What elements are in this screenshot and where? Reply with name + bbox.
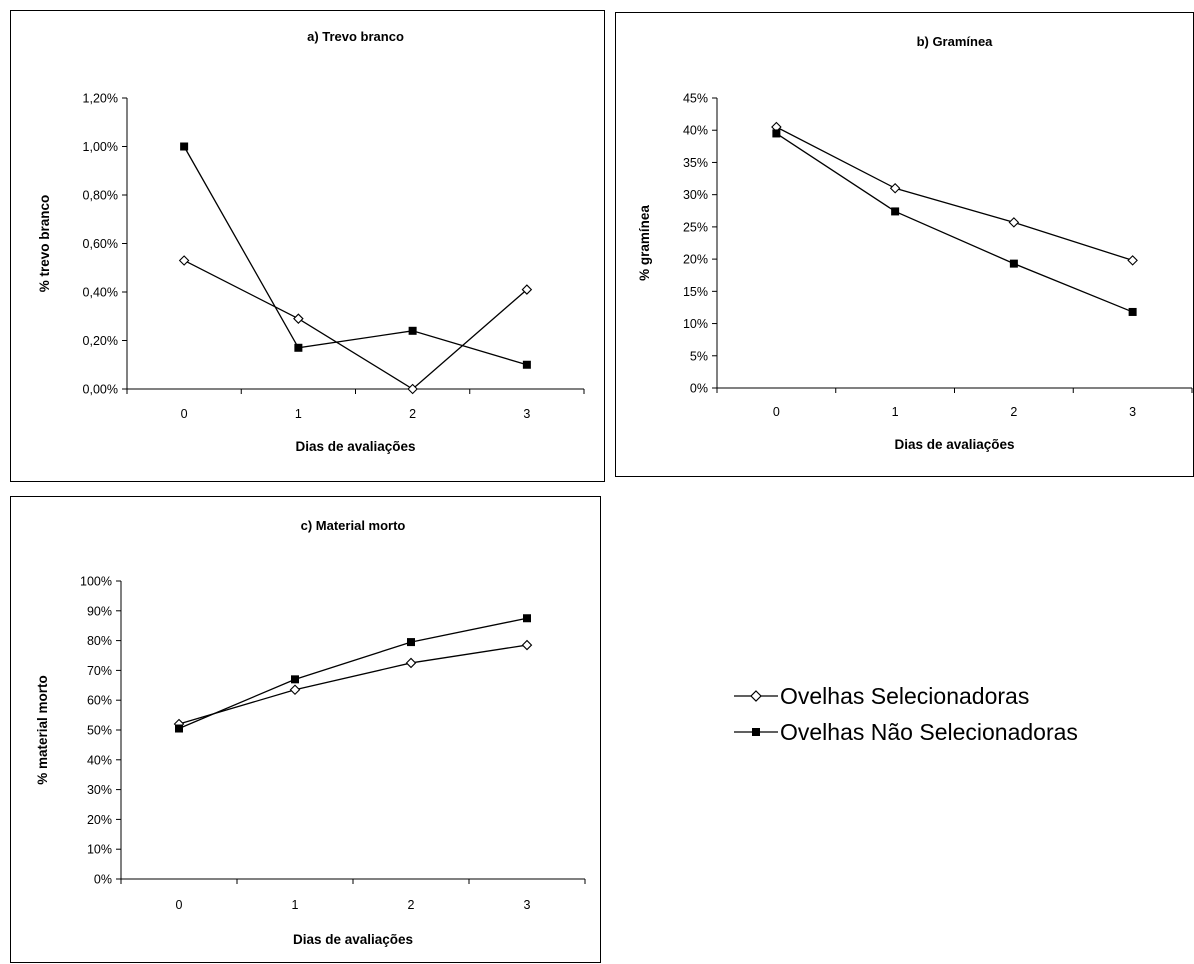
y-tick-label: 0% <box>690 382 708 396</box>
data-point-selecionadoras <box>1008 217 1020 228</box>
legend-item-selecionadoras: Ovelhas Selecionadoras <box>734 678 1078 714</box>
chart-title: b) Gramínea <box>917 34 994 49</box>
chart-trevo-branco: a) Trevo branco 0,00% 0,20% 0,40% 0,60% 0,80%… <box>37 29 585 454</box>
y-tick-label: 15% <box>683 285 708 299</box>
chart-panel-material-morto: c) Material morto 0% 10% 20% 30% 40% 50% 60% 70%… <box>10 496 601 963</box>
filled-square-marker-icon <box>734 728 778 736</box>
data-point-nao-selecionadoras <box>291 675 299 684</box>
legend-label-selecionadoras: Ovelhas Selecionadoras <box>780 682 1030 709</box>
data-point-nao-selecionadoras <box>180 142 189 151</box>
y-tick-label: 100% <box>80 575 112 589</box>
y-axis-title: % trevo branco <box>37 195 52 293</box>
y-tick-label: 0,20% <box>83 334 118 348</box>
y-tick-label: 35% <box>683 156 708 170</box>
data-point-nao-selecionadoras <box>891 207 900 216</box>
x-axis-title: Dias de avaliações <box>894 437 1014 452</box>
x-tick-label: 0 <box>176 898 183 912</box>
y-tick-label: 10% <box>683 317 708 331</box>
chart-graminea: b) Gramínea 0% 5% 10% 15% 20% 25% 30% 35% 40% 45% 0… <box>637 34 1193 452</box>
chart-panel-graminea: b) Gramínea 0% 5% 10% 15% 20% 25% 30% 35% 40% 45% 0… <box>615 12 1194 477</box>
y-tick-label: 50% <box>87 724 112 738</box>
legend-label-nao-selecionadoras: Ovelhas Não Selecionadoras <box>780 718 1078 745</box>
x-tick-label: 2 <box>408 898 415 912</box>
y-tick-label: 0,60% <box>83 237 118 251</box>
data-point-selecionadoras <box>521 639 533 651</box>
x-tick-label: 1 <box>892 405 899 419</box>
y-tick-label: 90% <box>87 604 112 618</box>
legend-item-nao-selecionadoras: Ovelhas Não Selecionadoras <box>734 714 1078 750</box>
x-tick-label: 0 <box>773 405 780 419</box>
data-point-selecionadoras <box>178 255 190 266</box>
x-tick-label: 3 <box>523 407 530 421</box>
y-tick-label: 30% <box>87 783 112 797</box>
x-axis-title: Dias de avaliações <box>293 932 413 947</box>
series-line-selecionadoras <box>183 259 528 390</box>
data-point-nao-selecionadoras <box>175 724 183 733</box>
y-tick-label: 20% <box>87 813 112 827</box>
series-line-nao-selecionadoras <box>178 617 528 730</box>
series-line-selecionadoras <box>178 644 528 725</box>
y-tick-label: 25% <box>683 220 708 234</box>
open-diamond-marker-icon <box>734 690 778 702</box>
series-line-nao-selecionadoras <box>776 132 1133 313</box>
y-axis-title: % material morto <box>35 675 50 785</box>
chart-panel-trevo-branco: a) Trevo branco 0,00% 0,20% 0,40% 0,60% 0,80%… <box>10 10 605 482</box>
y-tick-label: 45% <box>683 92 708 106</box>
data-point-nao-selecionadoras <box>407 638 415 647</box>
y-tick-label: 40% <box>87 753 112 767</box>
y-tick-label: 5% <box>690 349 708 363</box>
y-tick-label: 60% <box>87 694 112 708</box>
y-tick-label: 70% <box>87 664 112 678</box>
y-tick-label: 1,20% <box>83 92 118 106</box>
y-tick-label: 0,80% <box>83 189 118 203</box>
y-axis-title: % gramínea <box>637 205 652 281</box>
chart-title: c) Material morto <box>301 518 406 533</box>
y-tick-label: 20% <box>683 253 708 267</box>
y-tick-label: 40% <box>683 124 708 138</box>
y-tick-label: 0,00% <box>83 383 118 397</box>
data-point-nao-selecionadoras <box>1009 259 1018 268</box>
chart-title: a) Trevo branco <box>307 29 404 44</box>
x-tick-label: 3 <box>524 898 531 912</box>
x-tick-label: 0 <box>181 407 188 421</box>
series-line-selecionadoras <box>776 126 1133 262</box>
data-point-nao-selecionadoras <box>522 360 531 369</box>
y-tick-label: 30% <box>683 188 708 202</box>
chart-material-morto: c) Material morto 0% 10% 20% 30% 40% 50% 60% 70%… <box>35 518 586 947</box>
chart-legend: Ovelhas Selecionadoras Ovelhas Não Selec… <box>734 678 1078 750</box>
data-point-selecionadoras <box>889 182 901 194</box>
x-tick-label: 3 <box>1129 405 1136 419</box>
x-tick-label: 2 <box>1010 405 1017 419</box>
y-tick-label: 10% <box>87 843 112 857</box>
data-point-nao-selecionadoras <box>523 614 531 623</box>
x-tick-label: 2 <box>409 407 416 421</box>
data-point-nao-selecionadoras <box>772 129 781 138</box>
data-point-nao-selecionadoras <box>408 326 417 335</box>
data-point-nao-selecionadoras <box>294 343 303 352</box>
series-line-nao-selecionadoras <box>183 146 528 366</box>
y-tick-label: 0% <box>94 873 112 887</box>
data-point-nao-selecionadoras <box>1128 307 1137 316</box>
data-point-selecionadoras <box>293 313 304 324</box>
x-tick-label: 1 <box>295 407 302 421</box>
y-tick-label: 1,00% <box>83 140 118 154</box>
data-point-selecionadoras <box>1127 255 1138 266</box>
y-tick-label: 0,40% <box>83 286 118 300</box>
data-point-selecionadoras <box>405 657 417 669</box>
data-point-selecionadoras <box>521 284 533 295</box>
data-point-selecionadoras <box>289 684 301 696</box>
data-point-selecionadoras <box>407 383 418 395</box>
x-tick-label: 1 <box>292 898 299 912</box>
y-tick-label: 80% <box>87 634 112 648</box>
x-axis-title: Dias de avaliações <box>295 439 415 454</box>
